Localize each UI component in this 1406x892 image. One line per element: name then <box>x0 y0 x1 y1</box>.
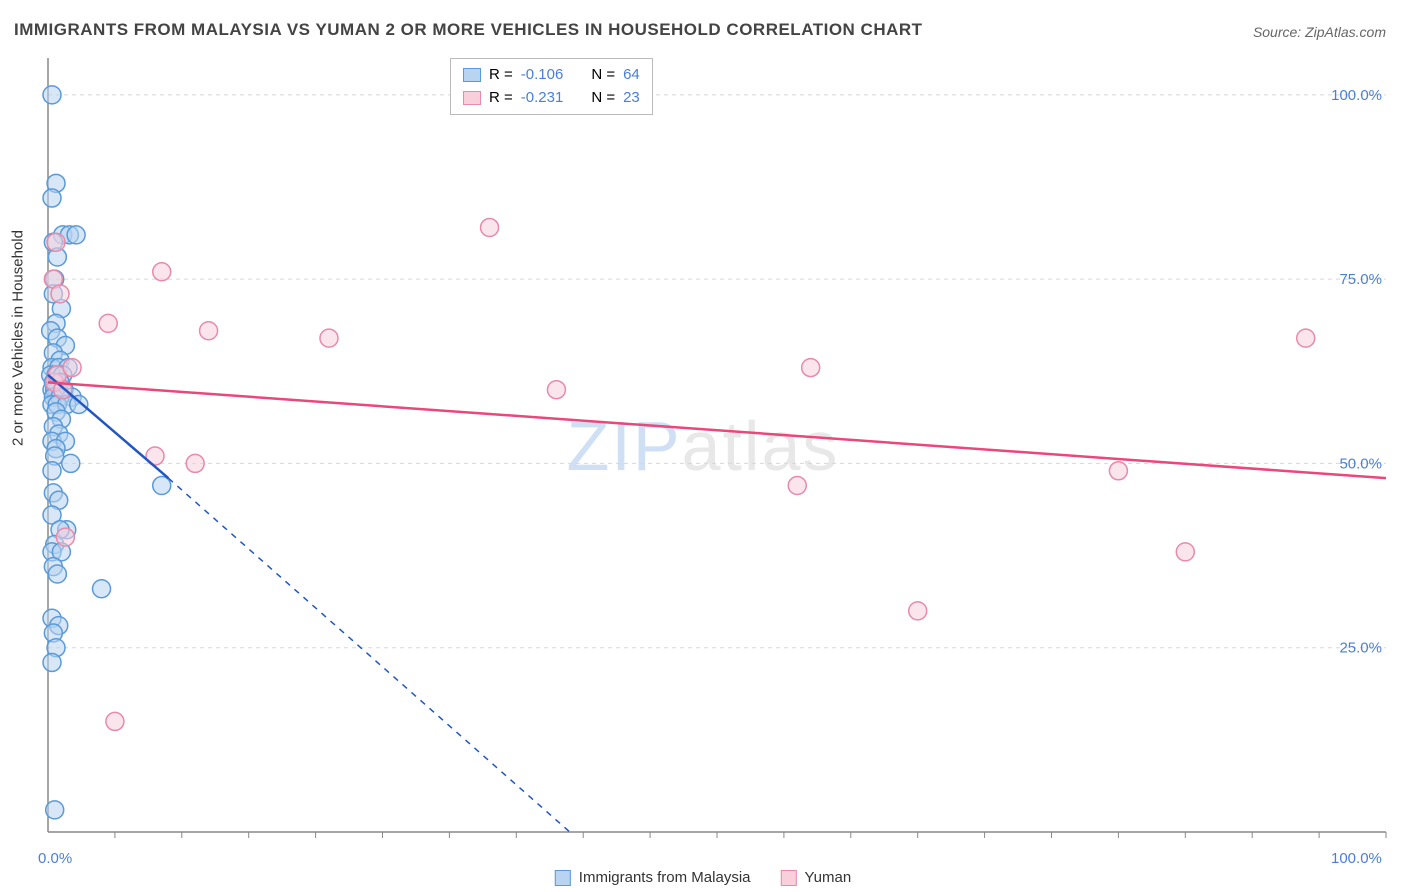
x-axis-origin-label: 0.0% <box>38 850 72 867</box>
svg-text:25.0%: 25.0% <box>1339 640 1382 657</box>
series-legend-item: Yuman <box>781 869 852 886</box>
correlation-legend: R = -0.106 N = 64 R = -0.231 N = 23 <box>450 58 653 115</box>
series-name: Yuman <box>805 869 852 886</box>
n-label: N = <box>591 87 615 110</box>
legend-swatch <box>463 68 481 82</box>
n-value: 23 <box>623 87 640 110</box>
x-axis-end-label: 100.0% <box>1331 850 1382 867</box>
r-value: -0.106 <box>521 64 564 87</box>
series-legend: Immigrants from Malaysia Yuman <box>555 869 851 886</box>
r-value: -0.231 <box>521 87 564 110</box>
r-label: R = <box>489 87 513 110</box>
legend-stat-row: R = -0.106 N = 64 <box>463 64 640 87</box>
scatter-plot-svg: 25.0% 50.0% 75.0% 100.0% <box>0 0 1406 892</box>
series-name: Immigrants from Malaysia <box>579 869 751 886</box>
svg-text:100.0%: 100.0% <box>1331 87 1382 104</box>
svg-text:75.0%: 75.0% <box>1339 271 1382 288</box>
n-value: 64 <box>623 64 640 87</box>
svg-text:50.0%: 50.0% <box>1339 455 1382 472</box>
legend-swatch <box>555 870 571 886</box>
r-label: R = <box>489 64 513 87</box>
legend-stat-row: R = -0.231 N = 23 <box>463 87 640 110</box>
legend-swatch <box>463 91 481 105</box>
series-legend-item: Immigrants from Malaysia <box>555 869 751 886</box>
n-label: N = <box>591 64 615 87</box>
legend-swatch <box>781 870 797 886</box>
chart-container: IMMIGRANTS FROM MALAYSIA VS YUMAN 2 OR M… <box>0 0 1406 892</box>
